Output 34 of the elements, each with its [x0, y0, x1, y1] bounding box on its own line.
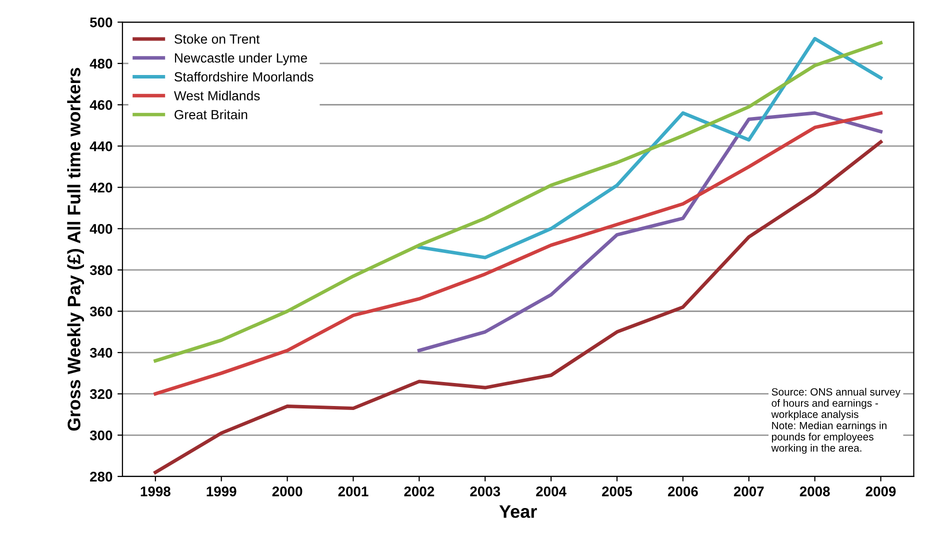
x-axis-title: Year: [499, 505, 537, 518]
x-tick-label: 1998: [140, 486, 170, 496]
legend-label: Great Britain: [174, 110, 248, 120]
y-tick-label: 500: [90, 17, 112, 28]
x-tick-label: 2005: [602, 486, 632, 496]
y-tick-label: 400: [90, 224, 112, 234]
y-tick-label: 480: [90, 58, 112, 69]
legend-label: West Midlands: [174, 90, 260, 100]
y-tick-label: 440: [90, 141, 112, 152]
legend-label: Stoke on Trent: [174, 34, 260, 44]
annotation: Source: ONS annual survey of hours and earnings - workplace analysis Note: Median earnings in pounds for employees working in the area.: [771, 388, 900, 454]
y-tick-label: 380: [90, 265, 112, 276]
legend-label: Staffordshire Moorlands: [174, 72, 314, 82]
y-axis-title: Gross Weekly Pay (£) All Full time workers: [67, 68, 84, 431]
y-tick-label: 320: [90, 389, 112, 400]
x-tick-label: 2009: [866, 486, 896, 496]
y-tick-label: 280: [90, 472, 112, 482]
y-tick-label: 460: [90, 100, 112, 110]
x-tick-label: 2007: [734, 486, 764, 496]
x-tick-label: 2001: [338, 486, 368, 496]
x-tick-label: 2002: [404, 486, 434, 496]
legend-label: Newcastle under Lyme: [175, 52, 308, 66]
y-tick-label: 300: [90, 430, 112, 440]
x-tick-label: 2008: [800, 486, 830, 496]
x-tick-label: 2003: [470, 486, 500, 496]
x-tick-label: 1999: [206, 486, 236, 496]
line-series: [417, 36, 883, 260]
y-tick-label: 420: [90, 182, 112, 193]
x-tick-label: 2006: [668, 486, 698, 496]
y-tick-label: 340: [90, 348, 112, 358]
x-tick-label: 2000: [272, 486, 302, 496]
x-tick-label: 2004: [536, 486, 566, 496]
y-tick-label: 360: [90, 306, 112, 316]
line-series: [417, 111, 883, 352]
